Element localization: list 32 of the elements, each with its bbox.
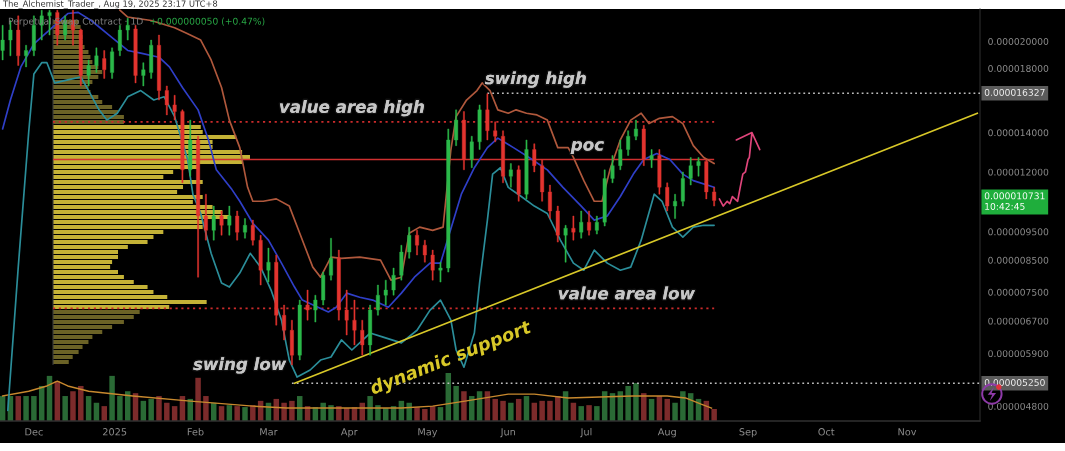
x-tick-label: Aug — [657, 428, 676, 438]
y-tick-label: 0.000005900 — [988, 350, 1049, 358]
y-tick-label: 0.000009500 — [988, 228, 1049, 236]
ref-line-label: 0.000016327 — [984, 88, 1045, 96]
annotation: value area low — [558, 286, 695, 300]
y-tick-label: 0.000018000 — [988, 64, 1049, 72]
x-tick-label: 2025 — [103, 428, 127, 436]
ref-line-label: 0.000005250 — [984, 379, 1045, 386]
x-tick-label: Oct — [818, 428, 835, 436]
text: The_Alchemist_Trader_, Aug 19, 2025 23:17 UTC+8 — [2, 0, 218, 9]
y-tick-label: 0.000020000 — [988, 38, 1049, 45]
x-tick-label: Jun — [500, 428, 516, 438]
x-tick-label: Mar — [260, 428, 278, 436]
y-tick-label: 0.000014000 — [988, 129, 1049, 137]
y-tick-label: 0.000006700 — [988, 317, 1049, 325]
x-tick-label: Apr — [340, 428, 358, 438]
x-tick-label: Dec — [25, 428, 43, 436]
annotation: swing low — [193, 357, 287, 374]
text: +0.000000050 (+0.47%) — [150, 17, 265, 26]
annotation: poc — [570, 141, 604, 154]
annotation: swing high — [484, 71, 586, 88]
x-tick-label: May — [418, 428, 438, 438]
y-tick-label: 0.000007500 — [988, 288, 1049, 296]
text: 0.000010731 10:42:45 — [984, 192, 1045, 210]
x-tick-label: Jul — [580, 427, 592, 438]
y-tick-label: 0.000008500 — [988, 256, 1049, 264]
x-tick-label: Sep — [739, 428, 757, 438]
x-tick-label: Feb — [187, 427, 204, 436]
y-tick-label: 0.000004800 — [988, 402, 1049, 410]
y-tick-label: 0.000012000 — [988, 168, 1049, 176]
annotation: value area high — [279, 100, 424, 117]
x-tick-label: Nov — [898, 428, 917, 436]
